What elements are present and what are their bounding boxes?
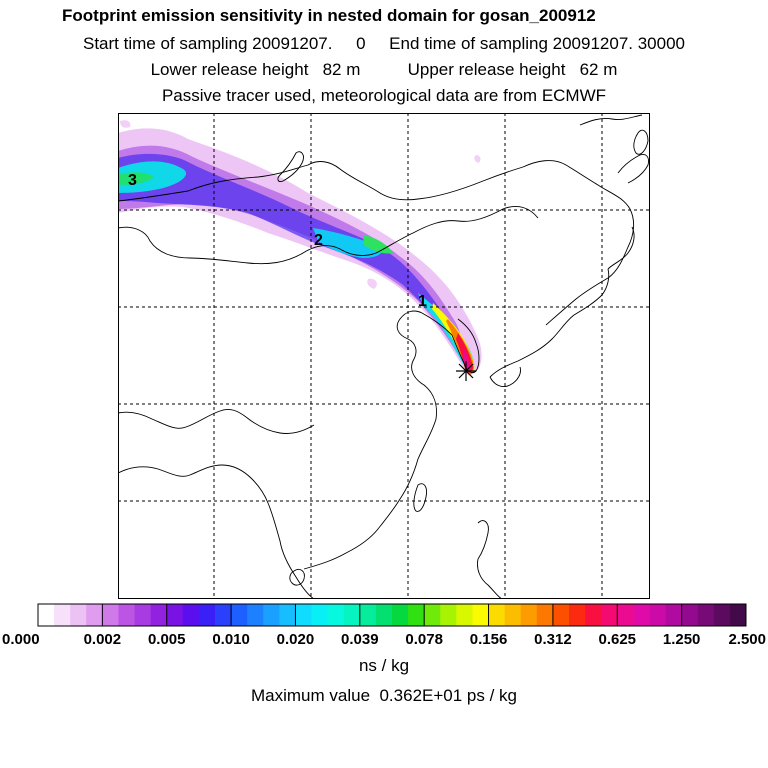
colorbar-tick-label: 2.500 bbox=[728, 631, 766, 648]
colorbar-tick-label: 0.156 bbox=[470, 631, 508, 648]
colorbar-units: ns / kg bbox=[358, 656, 410, 675]
colorbar-swatch bbox=[456, 604, 473, 626]
colorbar-swatch bbox=[569, 604, 586, 626]
colorbar-swatch bbox=[182, 604, 200, 626]
colorbar-swatch bbox=[86, 604, 103, 626]
trajectory-label-2: 2 bbox=[314, 232, 323, 249]
colorbar-tick-label: 0.010 bbox=[212, 631, 250, 648]
colorbar-swatch bbox=[118, 604, 135, 626]
colorbar-tick-label: 0.020 bbox=[277, 631, 315, 648]
colorbar-swatch bbox=[681, 604, 699, 626]
colorbar-tick-labels: 0.000 0.002 0.005 0.010 0.020 0.039 0.078 0.156… bbox=[2, 631, 766, 648]
colorbar-swatch bbox=[327, 604, 345, 626]
colorbar-swatch bbox=[552, 604, 570, 626]
colorbar-swatch bbox=[54, 604, 71, 626]
trajectory-label-1: 1 bbox=[418, 293, 427, 310]
release-height-line: Lower release height 82 m Upper release … bbox=[150, 60, 618, 79]
colorbar-frame bbox=[37, 603, 747, 627]
colorbar-swatch bbox=[295, 604, 312, 626]
colorbar-swatch bbox=[279, 604, 296, 626]
colorbar-swatch bbox=[440, 604, 457, 626]
colorbar-svg: 0.000 0.002 0.005 0.010 0.020 0.039 0.078 0.156… bbox=[2, 603, 766, 648]
colorbar-swatch bbox=[343, 604, 361, 626]
colorbar-swatch bbox=[392, 604, 409, 626]
trajectory-label-3: 3 bbox=[128, 172, 137, 189]
colorbar-swatch bbox=[713, 604, 731, 626]
colorbar-swatch bbox=[247, 604, 264, 626]
colorbar-swatch bbox=[585, 604, 602, 626]
colorbar-swatch bbox=[150, 604, 168, 626]
colorbar-swatch bbox=[102, 604, 119, 626]
lat-lon-grid bbox=[118, 113, 650, 599]
map-svg: 3 2 1 bbox=[117, 113, 650, 600]
sampling-time-line: Start time of sampling 20091207. 0 End t… bbox=[83, 34, 685, 53]
maximum-value-text: Maximum value 0.362E+01 ps / kg bbox=[251, 686, 517, 705]
star-icon bbox=[456, 361, 476, 381]
colorbar-swatch bbox=[424, 604, 441, 626]
coastlines bbox=[117, 114, 649, 600]
colorbar-swatch bbox=[231, 604, 248, 626]
colorbar-swatch bbox=[134, 604, 152, 626]
colorbar-swatches bbox=[37, 603, 747, 627]
map-frame bbox=[118, 113, 650, 599]
colorbar-tick-label: 0.005 bbox=[148, 631, 186, 648]
colorbar-swatch bbox=[665, 604, 683, 626]
colorbar: 0.000 0.002 0.005 0.010 0.020 0.039 0.078 0.156… bbox=[0, 600, 768, 660]
colorbar-swatch bbox=[408, 604, 425, 626]
colorbar-tick-label: 0.078 bbox=[405, 631, 443, 648]
colorbar-swatch bbox=[504, 604, 522, 626]
colorbar-swatch bbox=[472, 604, 489, 626]
tracer-line: Passive tracer used, meteorological data… bbox=[161, 86, 607, 105]
colorbar-swatch bbox=[649, 604, 666, 626]
colorbar-swatch bbox=[536, 604, 554, 626]
colorbar-swatch bbox=[617, 604, 634, 626]
colorbar-tick-label: 0.039 bbox=[341, 631, 379, 648]
colorbar-swatch bbox=[166, 604, 184, 626]
colorbar-swatch bbox=[38, 604, 55, 626]
colorbar-tick-label: 0.312 bbox=[534, 631, 572, 648]
colorbar-tick-label: 0.625 bbox=[598, 631, 636, 648]
figure-title: Footprint emission sensitivity in nested… bbox=[62, 6, 596, 25]
colorbar-swatch bbox=[633, 604, 650, 626]
sensitivity-plume bbox=[118, 120, 482, 375]
colorbar-swatch bbox=[488, 604, 506, 626]
colorbar-swatch bbox=[70, 604, 87, 626]
colorbar-swatch bbox=[697, 604, 715, 626]
colorbar-swatch bbox=[263, 604, 280, 626]
colorbar-swatch bbox=[729, 604, 747, 626]
colorbar-swatch bbox=[520, 604, 538, 626]
footprint-map: 3 2 1 bbox=[117, 113, 650, 600]
colorbar-swatch bbox=[198, 604, 216, 626]
colorbar-swatch bbox=[215, 604, 232, 626]
colorbar-swatch bbox=[359, 604, 377, 626]
colorbar-tick-label: 0.000 bbox=[2, 631, 40, 648]
colorbar-tick-label: 0.002 bbox=[84, 631, 122, 648]
colorbar-swatch bbox=[375, 604, 393, 626]
colorbar-tick-label: 1.250 bbox=[663, 631, 701, 648]
colorbar-swatch bbox=[311, 604, 329, 626]
colorbar-swatch bbox=[601, 604, 618, 626]
